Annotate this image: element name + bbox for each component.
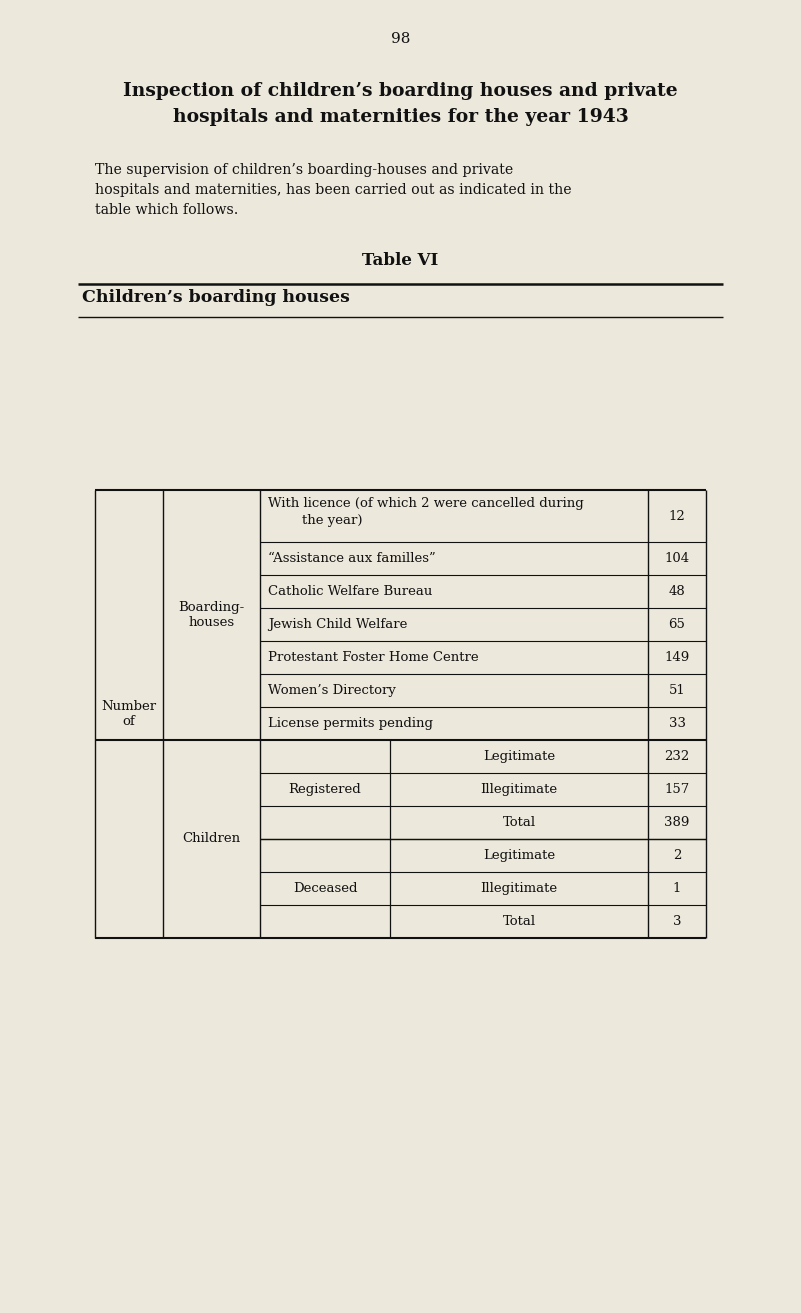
Text: 157: 157 xyxy=(664,783,690,796)
Text: Registered: Registered xyxy=(288,783,361,796)
Text: Total: Total xyxy=(502,815,536,829)
Text: License permits pending: License permits pending xyxy=(268,717,433,730)
Text: 65: 65 xyxy=(669,618,686,632)
Text: Jewish Child Welfare: Jewish Child Welfare xyxy=(268,618,408,632)
Text: Legitimate: Legitimate xyxy=(483,750,555,763)
Text: Illegitimate: Illegitimate xyxy=(481,783,557,796)
Text: Boarding-
houses: Boarding- houses xyxy=(179,601,244,629)
Text: Total: Total xyxy=(502,915,536,928)
Text: 12: 12 xyxy=(669,509,686,523)
Text: table which follows.: table which follows. xyxy=(95,204,239,217)
Text: Inspection of children’s boarding houses and private: Inspection of children’s boarding houses… xyxy=(123,81,678,100)
Text: Children: Children xyxy=(183,832,240,846)
Text: 232: 232 xyxy=(664,750,690,763)
Text: Children’s boarding houses: Children’s boarding houses xyxy=(82,289,350,306)
Text: Women’s Directory: Women’s Directory xyxy=(268,684,396,697)
Text: hospitals and maternities for the year 1943: hospitals and maternities for the year 1… xyxy=(172,108,629,126)
Text: 51: 51 xyxy=(669,684,686,697)
Text: the year): the year) xyxy=(268,513,363,527)
Text: Number
of: Number of xyxy=(102,700,156,727)
Text: 1: 1 xyxy=(673,882,681,895)
Text: 104: 104 xyxy=(665,551,690,565)
Text: 3: 3 xyxy=(673,915,681,928)
Text: Protestant Foster Home Centre: Protestant Foster Home Centre xyxy=(268,651,479,664)
Text: Deceased: Deceased xyxy=(292,882,357,895)
Text: Legitimate: Legitimate xyxy=(483,850,555,863)
Text: 2: 2 xyxy=(673,850,681,863)
Text: 98: 98 xyxy=(391,32,410,46)
Text: 149: 149 xyxy=(664,651,690,664)
Text: 48: 48 xyxy=(669,586,686,597)
Text: With licence (of which 2 were cancelled during: With licence (of which 2 were cancelled … xyxy=(268,498,584,509)
Text: hospitals and maternities, has been carried out as indicated in the: hospitals and maternities, has been carr… xyxy=(95,183,572,197)
Text: 389: 389 xyxy=(664,815,690,829)
Text: The supervision of children’s boarding-houses and private: The supervision of children’s boarding-h… xyxy=(95,163,513,177)
Text: Catholic Welfare Bureau: Catholic Welfare Bureau xyxy=(268,586,433,597)
Text: “Assistance aux familles”: “Assistance aux familles” xyxy=(268,551,436,565)
Text: 33: 33 xyxy=(669,717,686,730)
Text: Table VI: Table VI xyxy=(362,252,439,269)
Text: Illegitimate: Illegitimate xyxy=(481,882,557,895)
